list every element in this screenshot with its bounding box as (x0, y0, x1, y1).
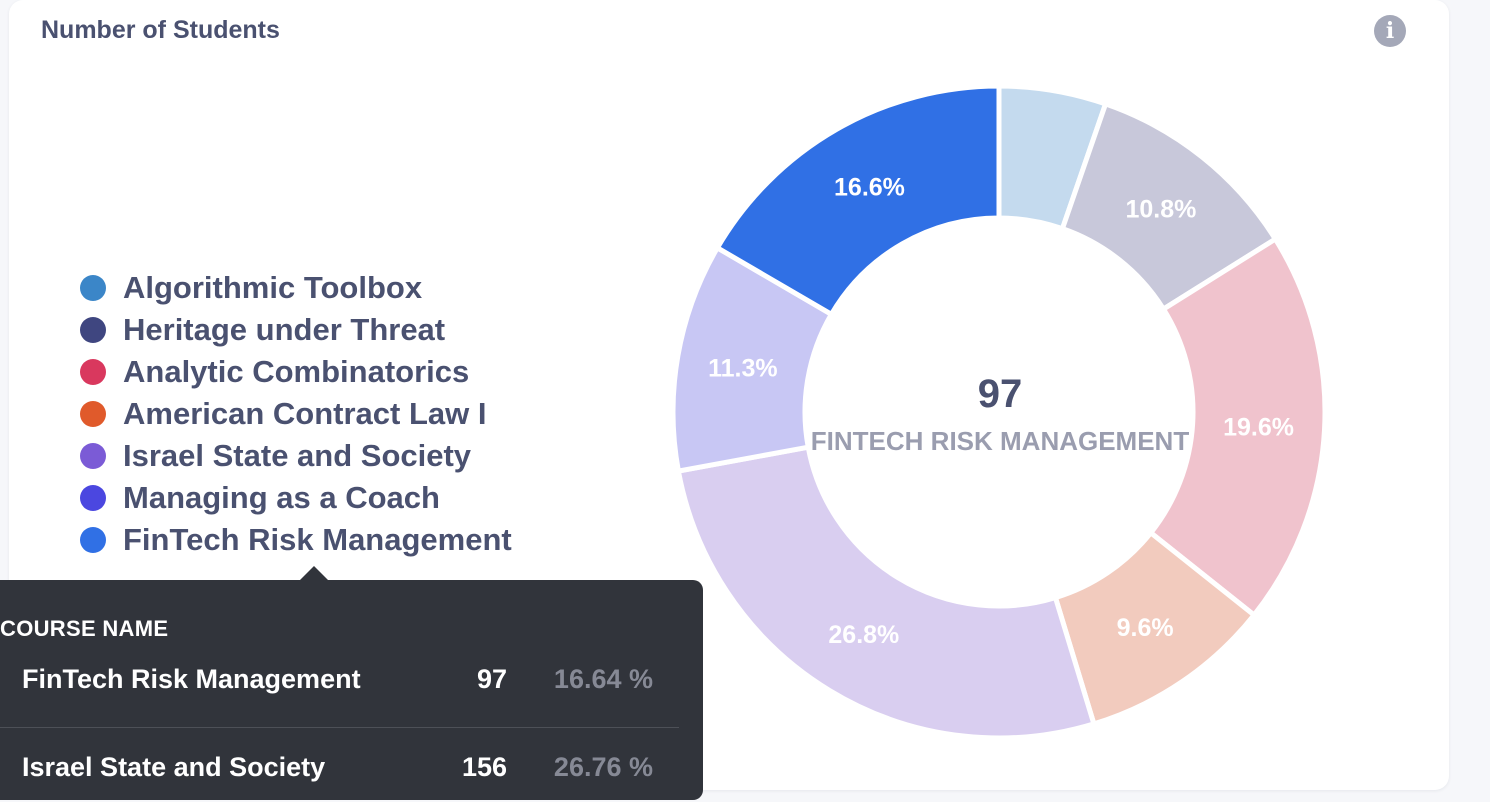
slice-label: 9.6% (1117, 614, 1174, 642)
donut-slice[interactable] (1147, 235, 1328, 619)
tooltip-row-name: FinTech Risk Management (22, 664, 361, 694)
legend-dot (80, 527, 106, 553)
legend-dot (80, 401, 106, 427)
legend-dot (80, 359, 106, 385)
legend-label: American Contract Law I (123, 396, 487, 431)
slice-label: 11.3% (708, 354, 778, 382)
tooltip-divider (0, 727, 679, 728)
tooltip-arrow (299, 566, 329, 581)
legend: Algorithmic Toolbox Heritage under Threa… (80, 267, 512, 561)
legend-item[interactable]: Managing as a Coach (80, 477, 512, 519)
legend-dot (80, 317, 106, 343)
legend-item[interactable]: FinTech Risk Management (80, 519, 512, 561)
legend-label: Israel State and Society (123, 438, 472, 473)
tooltip-header: COURSE NAME (0, 616, 169, 641)
slice-label: 19.6% (1223, 414, 1294, 442)
legend-label: Managing as a Coach (123, 480, 440, 515)
tooltip-row-count: 97 (476, 664, 507, 694)
slice-label: 16.6% (834, 174, 905, 202)
legend-dot (80, 443, 106, 469)
legend-dot (80, 485, 106, 511)
donut-chart: 10.8% 19.6% 9.6% 26.8% 11.3% 16.6% (673, 83, 1328, 741)
legend-label: FinTech Risk Management (123, 522, 512, 557)
legend-label: Algorithmic Toolbox (123, 270, 423, 305)
legend-item[interactable]: American Contract Law I (80, 393, 512, 435)
info-icon[interactable]: i (1374, 15, 1406, 47)
slice-label: 10.8% (1125, 196, 1196, 224)
legend-label: Analytic Combinatorics (123, 354, 470, 389)
legend-item[interactable]: Heritage under Threat (80, 309, 512, 351)
tooltip-row-pct: 16.64 % (553, 664, 653, 694)
legend-item[interactable]: Israel State and Society (80, 435, 512, 477)
tooltip-row: Israel State and Society 156 26.76 % (0, 752, 680, 802)
center-label: FINTECH RISK MANAGEMENT (810, 426, 1190, 456)
slice-label: 26.8% (828, 621, 899, 649)
center-value: 97 (977, 372, 1023, 416)
donut-slice[interactable] (675, 444, 1098, 741)
donut-slice[interactable] (713, 83, 1002, 318)
legend-item[interactable]: Analytic Combinatorics (80, 351, 512, 393)
card-title: Number of Students (41, 16, 280, 44)
legend-item[interactable]: Algorithmic Toolbox (80, 267, 512, 309)
legend-dot (80, 275, 106, 301)
tooltip (0, 580, 703, 800)
legend-label: Heritage under Threat (123, 312, 446, 347)
tooltip-row: FinTech Risk Management 97 16.64 % (0, 664, 680, 714)
